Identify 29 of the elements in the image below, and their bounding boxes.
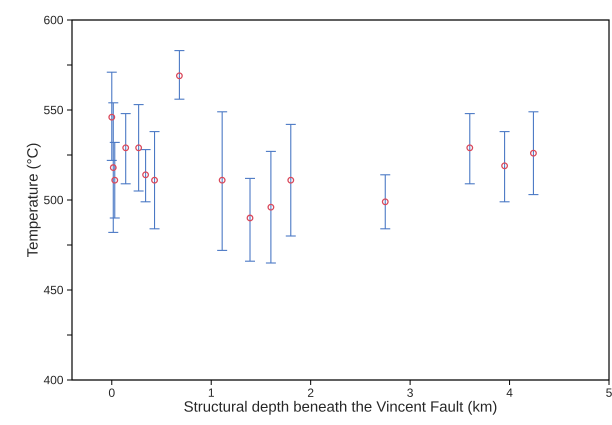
y-tick-label: 550 (44, 106, 64, 114)
point (501, 162, 508, 170)
point (111, 176, 118, 184)
x-tick-label: 3 (407, 388, 413, 397)
point (108, 114, 116, 121)
point (530, 150, 537, 157)
point (176, 72, 183, 80)
point (246, 214, 254, 222)
x-tick-label: 4 (506, 388, 513, 397)
point (382, 198, 389, 206)
y-tick-label: 450 (44, 286, 64, 294)
point (218, 176, 226, 184)
y-tick-label: 400 (44, 376, 64, 384)
point (122, 144, 130, 152)
point (466, 144, 474, 152)
y-axis-title: Temperature (°C) (26, 144, 41, 258)
point (151, 176, 158, 184)
y-tick-label: 600 (44, 16, 64, 24)
point (287, 176, 294, 184)
x-axis-title: Structural depth beneath the Vincent Fault (km) (184, 400, 496, 415)
point (135, 144, 142, 152)
x-tick-label: 5 (606, 388, 612, 397)
point (267, 204, 274, 211)
x-tick-label: 2 (308, 388, 314, 397)
x-tick-label: 0 (108, 388, 115, 397)
point (142, 171, 150, 178)
point (110, 164, 117, 172)
y-tick-label: 500 (44, 196, 64, 204)
x-tick-label: 1 (208, 388, 214, 397)
